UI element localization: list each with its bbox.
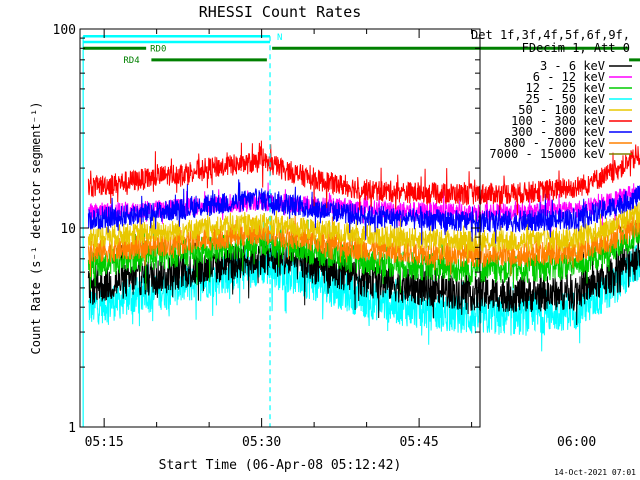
legend: Det 1f,3f,4f,5f,6f,9f, FDecim 1, Att 0 3… [471, 28, 632, 161]
cyan-bar-label-0: N [277, 33, 282, 43]
green-bar-label-RD0: RD0 [150, 44, 166, 54]
y-axis-label: Count Rate (s⁻¹ detector segment⁻¹) [29, 102, 43, 355]
legend-entry-label-0: 3 - 6 keV [540, 59, 605, 73]
legend-entry-label-7: 800 - 7000 keV [504, 136, 605, 150]
tick-labels: 11010005:1505:3005:4506:0006:1506:3006:4… [53, 23, 597, 450]
legend-header-detectors: Det 1f,3f,4f,5f,6f,9f, [471, 28, 630, 42]
x-tick-label: 06:00 [557, 435, 596, 450]
y-tick-label: 1 [68, 421, 76, 436]
series-trace-6 [87, 179, 640, 245]
x-tick-label: 05:30 [242, 435, 281, 450]
series-trace-3 [87, 239, 640, 352]
data-layer: N RD0 RD4 [82, 33, 640, 427]
x-axis-label: Start Time (06-Apr-08 05:12:42) [159, 458, 402, 473]
legend-entry-label-1: 6 - 12 keV [533, 70, 605, 84]
x-tick-label: 05:15 [85, 435, 124, 450]
green-bar-label-RD4: RD4 [123, 56, 139, 66]
legend-entry-label-6: 300 - 800 keV [511, 125, 605, 139]
legend-entry-label-4: 50 - 100 keV [518, 103, 605, 117]
axes-layer [79, 28, 481, 428]
chart-title: RHESSI Count Rates [199, 3, 362, 21]
y-tick-label: 10 [60, 222, 76, 237]
legend-entry-label-2: 12 - 25 keV [526, 81, 605, 95]
legend-header-decimation: FDecim 1, Att 0 [522, 41, 630, 55]
legend-entry-label-8: 7000 - 15000 keV [489, 147, 605, 161]
y-tick-label: 100 [53, 23, 76, 38]
legend-entry-label-3: 25 - 50 keV [526, 92, 605, 106]
legend-entry-label-5: 100 - 300 keV [511, 114, 605, 128]
series-trace-0 [87, 226, 640, 326]
series-trace-5 [87, 140, 640, 216]
footer-timestamp: 14-Oct-2021 07:01 [554, 468, 636, 477]
x-tick-label: 05:45 [400, 435, 439, 450]
series-trace-4 [87, 202, 640, 259]
